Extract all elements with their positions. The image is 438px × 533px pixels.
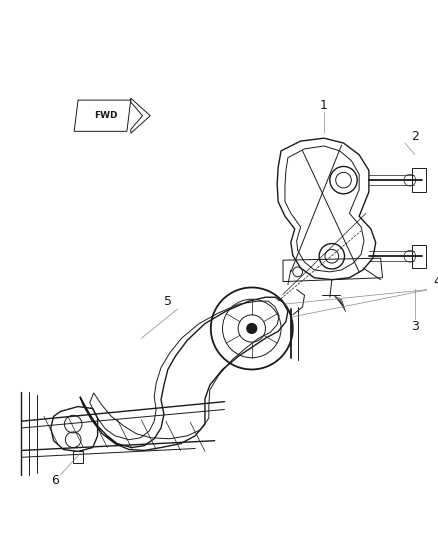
Text: 4: 4 — [433, 275, 438, 288]
Text: 3: 3 — [411, 320, 419, 333]
Text: 1: 1 — [320, 100, 328, 112]
Text: FWD: FWD — [94, 111, 117, 120]
Text: 2: 2 — [411, 130, 419, 143]
Text: 6: 6 — [51, 474, 59, 487]
Bar — [412, 168, 425, 192]
Circle shape — [247, 324, 257, 333]
Bar — [412, 245, 425, 268]
Text: 5: 5 — [164, 295, 172, 308]
